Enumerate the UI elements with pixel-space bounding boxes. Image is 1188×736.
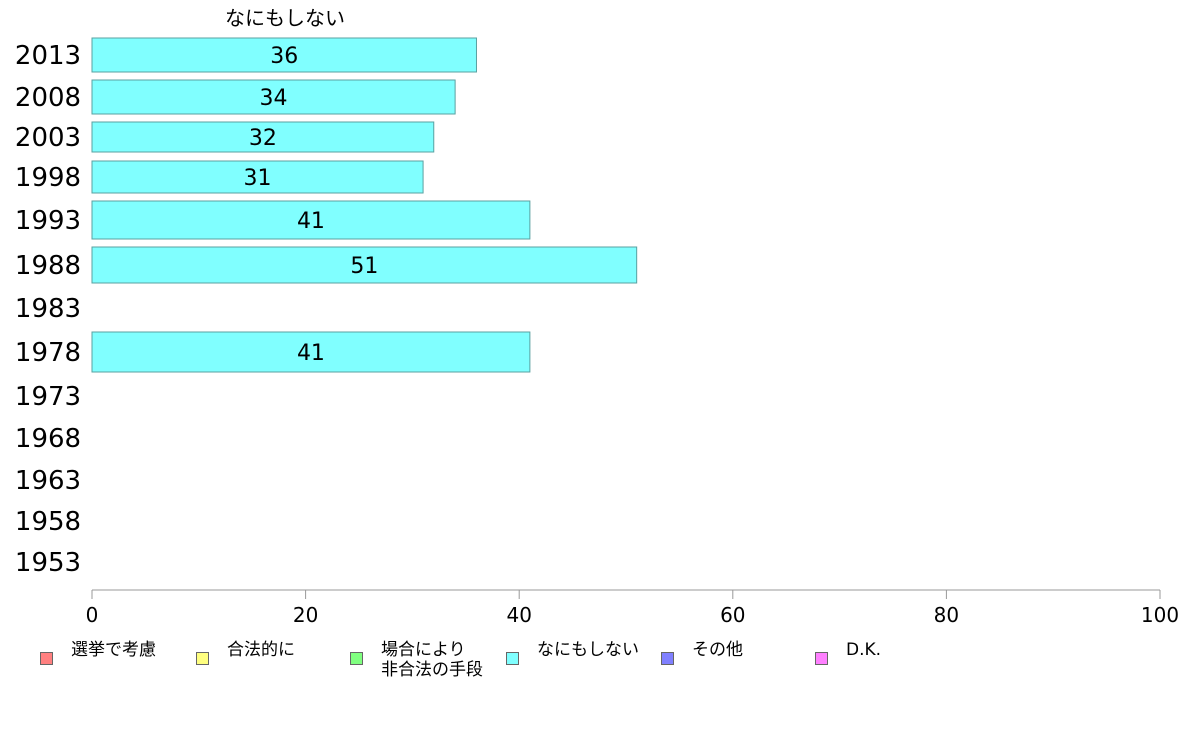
- data-label: 41: [297, 341, 325, 366]
- y-tick-label: 1968: [15, 424, 81, 454]
- y-tick-label: 2008: [15, 83, 81, 113]
- data-label: 41: [297, 209, 325, 234]
- legend-item-5: D.K.: [815, 640, 881, 665]
- bar: [91, 331, 531, 373]
- y-tick-label: 2003: [15, 123, 81, 153]
- data-label: 34: [260, 86, 288, 111]
- data-label: 31: [244, 166, 272, 191]
- data-label: 32: [249, 126, 277, 151]
- legend: 選挙で考慮 合法的に 場合により 非合法の手段 なにもしない その他 D.K.: [0, 640, 1188, 700]
- legend-swatch: [350, 652, 363, 665]
- legend-label: 場合により 非合法の手段: [381, 640, 483, 680]
- bar: [91, 121, 435, 153]
- bar-chart: なにもしない 2013 36 2008 34 2003 32 1998 31 1993 41 1988…: [15, 6, 1179, 627]
- legend-label: D.K.: [846, 640, 882, 660]
- y-tick-label: 1978: [15, 338, 81, 368]
- bar: [91, 160, 424, 194]
- x-tick-label: 80: [934, 603, 959, 627]
- legend-swatch: [815, 652, 828, 665]
- y-tick-label: 1973: [15, 382, 81, 412]
- bar: [91, 200, 531, 240]
- legend-swatch: [661, 652, 674, 665]
- legend-swatch: [506, 652, 519, 665]
- bar: [91, 37, 477, 73]
- legend-item-3: なにもしない: [506, 640, 639, 665]
- y-tick-label: 1988: [15, 251, 81, 281]
- y-tick-label: 1983: [15, 294, 81, 324]
- legend-label: 選挙で考慮: [71, 640, 156, 660]
- x-tick-label: 100: [1141, 603, 1179, 627]
- legend-item-1: 合法的に: [196, 640, 295, 665]
- y-tick-label: 1958: [15, 507, 81, 537]
- y-tick-label: 2013: [15, 41, 81, 71]
- data-label: 36: [270, 44, 298, 69]
- chart-title: なにもしない: [225, 6, 345, 30]
- data-label: 51: [350, 254, 378, 279]
- legend-item-4: その他: [661, 640, 743, 665]
- y-tick-label: 1953: [15, 548, 81, 578]
- x-tick-label: 40: [506, 603, 531, 627]
- bar: [91, 246, 638, 284]
- legend-label: 合法的に: [227, 640, 295, 660]
- bar: [91, 79, 456, 115]
- x-tick-label: 20: [293, 603, 318, 627]
- legend-item-0: 選挙で考慮: [40, 640, 156, 665]
- legend-label: その他: [692, 640, 743, 660]
- x-tick-label: 0: [86, 603, 99, 627]
- y-tick-label: 1963: [15, 466, 81, 496]
- legend-swatch: [196, 652, 209, 665]
- legend-label: なにもしない: [537, 640, 639, 660]
- legend-item-2: 場合により 非合法の手段: [350, 640, 483, 680]
- y-tick-label: 1998: [15, 163, 81, 193]
- x-tick-label: 60: [720, 603, 745, 627]
- y-tick-label: 1993: [15, 206, 81, 236]
- legend-swatch: [40, 652, 53, 665]
